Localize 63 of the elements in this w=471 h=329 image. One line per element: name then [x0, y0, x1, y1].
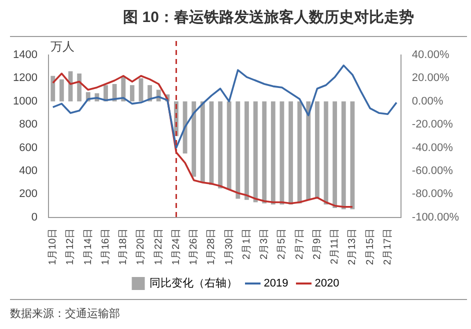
x-tick-label: 1月14日	[82, 228, 94, 266]
y-tick-label: 800	[19, 118, 38, 131]
bar	[306, 101, 311, 200]
bar	[77, 74, 82, 102]
bar	[138, 78, 144, 102]
bar	[59, 79, 64, 102]
y-tick-label: 600	[19, 142, 38, 154]
bar	[341, 101, 346, 210]
y-axis-title: 万人	[50, 39, 74, 54]
y2-tick-label: -80.00%	[412, 188, 454, 200]
bar	[270, 101, 276, 205]
x-tick-label: 2月11日	[330, 228, 341, 264]
source-note: 数据来源：交通运输部	[10, 306, 121, 321]
bar	[226, 101, 232, 190]
bar	[244, 101, 249, 200]
x-tick-label: 2月1日	[241, 228, 252, 260]
bar	[218, 101, 222, 188]
x-tick-label: 1月22日	[153, 228, 164, 266]
x-tick-label: 2月7日	[294, 228, 306, 260]
y-tick-label: 0	[31, 211, 38, 224]
x-tick-label: 1月18日	[118, 228, 130, 266]
x-tick-label: 1月12日	[65, 228, 76, 266]
x-tick-label: 2月5日	[276, 228, 288, 260]
x-tick-label: 1月24日	[170, 228, 182, 266]
x-tick-label: 1月30日	[224, 228, 235, 266]
y2-tick-label: 20.00%	[412, 72, 450, 84]
bar	[50, 76, 56, 102]
chart-title: 图 10：春运铁路发送旅客人数历史对比走势	[10, 0, 467, 37]
legend-label: 2020	[314, 278, 340, 290]
bar	[130, 85, 134, 102]
y2-tick-label: 0.00%	[412, 95, 444, 108]
y2-tick-label: 40.00%	[412, 49, 450, 62]
bar	[297, 101, 302, 204]
legend-label: 同比变化（右轴）	[149, 276, 238, 290]
x-tick-label: 2月13日	[347, 228, 358, 266]
bar	[192, 101, 196, 177]
y-tick-label: 400	[19, 164, 38, 177]
bar	[332, 101, 338, 208]
x-tick-label: 2月17日	[382, 228, 394, 266]
bar	[112, 84, 117, 102]
x-tick-label: 1月20日	[136, 228, 147, 266]
bar	[350, 101, 355, 210]
y2-tick-label: -60.00%	[412, 164, 454, 177]
y-tick-label: 1200	[12, 72, 38, 84]
bar	[236, 101, 240, 199]
x-tick-label: 2月15日	[364, 228, 376, 266]
y2-tick-label: -20.00%	[412, 118, 454, 131]
x-tick-label: 1月26日	[188, 228, 200, 266]
y2-tick-label: -40.00%	[412, 142, 454, 154]
bar	[200, 101, 205, 183]
y2-tick-label: -100.00%	[412, 211, 460, 224]
legend-label: 2019	[264, 278, 288, 290]
y-tick-label: 200	[19, 188, 38, 200]
x-tick-label: 1月28日	[206, 228, 218, 266]
x-tick-label: 2月3日	[259, 228, 270, 260]
bar	[315, 101, 320, 199]
bar	[262, 101, 267, 204]
x-tick-label: 1月16日	[100, 228, 112, 266]
y-tick-label: 1000	[12, 95, 38, 108]
bar	[288, 101, 293, 205]
x-tick-label: 2月9日	[312, 228, 323, 260]
x-tick-label: 1月10日	[48, 228, 59, 266]
y-tick-label: 1400	[12, 49, 38, 62]
